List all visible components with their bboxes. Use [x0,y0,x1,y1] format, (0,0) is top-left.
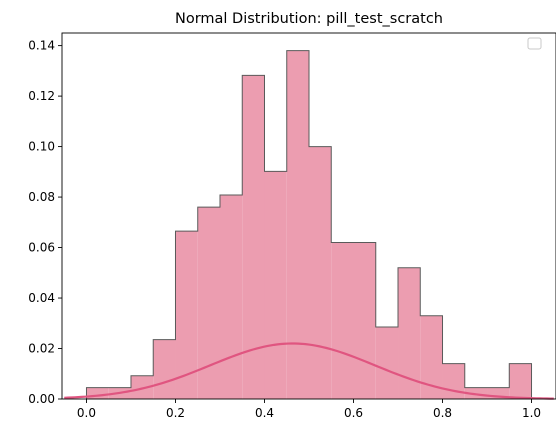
histogram-bar [86,387,109,399]
histogram-bar [264,171,287,399]
y-axis-ticks: 0.00 0.02 0.04 0.06 0.08 0.10 0.12 0.14 [28,39,62,406]
histogram-bar [175,231,198,399]
y-tick-label: 0.12 [28,89,55,103]
x-tick-label: 0.8 [433,406,452,420]
histogram-bar [375,327,399,399]
axes-frame [61,32,556,400]
histogram-bar [420,315,443,399]
y-tick-label: 0.00 [28,392,55,406]
histogram-bar [353,242,376,399]
histogram-bar [153,339,176,399]
y-tick-label: 0.08 [28,190,55,204]
y-tick-label: 0.06 [28,241,55,255]
histogram-bar [398,267,421,399]
histogram-bar [286,50,309,399]
x-tick-label: 0.0 [77,406,96,420]
histogram-bar [242,75,265,399]
histogram-bar [219,195,243,399]
histogram-bar [331,242,354,399]
x-tick-label: 0.4 [255,406,274,420]
x-axis-ticks: 0.0 0.2 0.4 0.6 0.8 1.0 [77,399,541,420]
chart-title: Normal Distribution: pill_test_scratch [175,11,443,27]
histogram-bar [509,363,532,399]
x-tick-label: 0.2 [166,406,185,420]
histogram-bar [442,363,465,399]
legend-box [527,37,542,50]
histogram-bar [130,375,154,399]
y-tick-label: 0.04 [28,291,55,305]
histogram-outline [85,50,533,399]
distribution-curve [64,342,554,400]
y-tick-label: 0.10 [28,140,55,154]
x-tick-label: 0.6 [344,406,363,420]
y-tick-label: 0.02 [28,342,55,356]
histogram-bars [85,50,533,399]
x-tick-label: 1.0 [522,406,541,420]
y-tick-label: 0.14 [28,39,55,53]
histogram-bar [197,207,220,399]
histogram-bar [487,387,510,399]
plot-frame [61,32,556,400]
histogram-bar [309,146,332,399]
